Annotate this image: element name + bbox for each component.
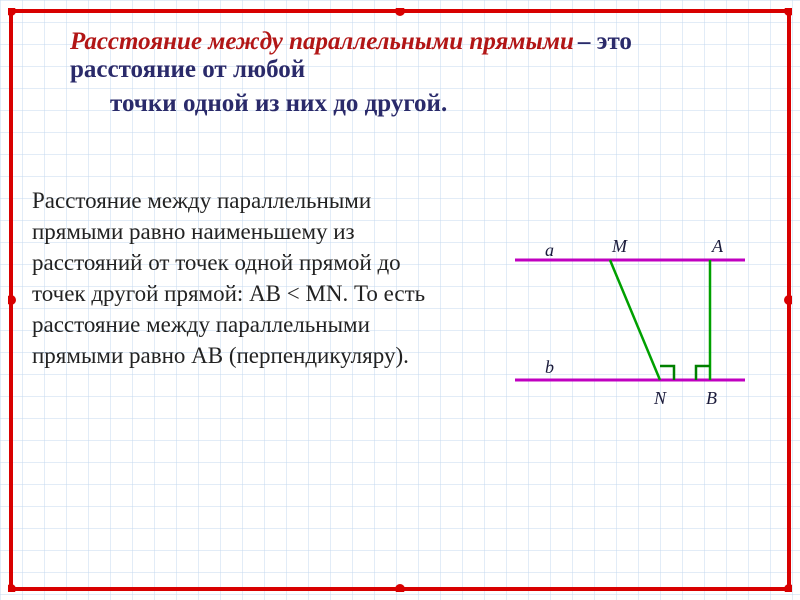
label-N: N [654,388,666,409]
segment-mn [610,260,660,380]
body-paragraph: Расстояние между параллельными прямыми р… [32,185,452,371]
title-line2: точки одной из них до другой. [70,90,750,118]
title-main: Расстояние между параллельными прямыми [70,28,574,55]
slide-root: Расстояние между параллельными прямыми –… [0,0,800,600]
title-block: Расстояние между параллельными прямыми –… [70,28,750,118]
right-angle-ab [696,366,710,380]
content-layer: Расстояние между параллельными прямыми –… [0,0,800,600]
distance-diagram: a M A b N B [500,230,760,430]
label-M: M [612,236,627,257]
label-a: a [545,240,554,261]
label-A: A [712,236,723,257]
right-angle-mn [660,366,674,380]
label-B: B [706,388,717,409]
label-b: b [545,357,554,378]
diagram-svg [500,230,760,430]
